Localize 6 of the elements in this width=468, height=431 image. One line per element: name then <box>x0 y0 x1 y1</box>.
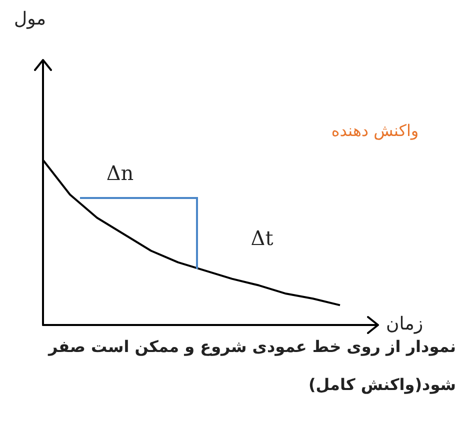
text: نمودار از روی خط عمودی شروع و ممکن است صفر شود(واکنش کامل) <box>48 337 456 394</box>
x-axis-title: زمان <box>386 314 424 335</box>
annotation: Δn <box>106 161 134 186</box>
text: واکنش دهنده <box>331 121 419 140</box>
annotation: Δt <box>250 226 274 250</box>
text: مول <box>14 8 46 30</box>
